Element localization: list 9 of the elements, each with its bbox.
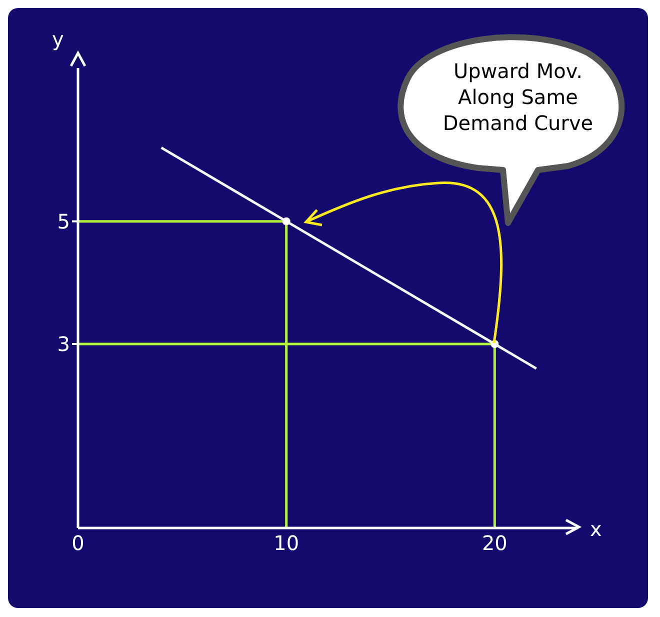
y-tick-label: 3 (57, 332, 70, 356)
x-tick-label: 20 (482, 531, 508, 556)
x-tick-label: 10 (274, 531, 300, 556)
y-tick-label: 5 (57, 209, 70, 234)
y-axis-title: y (52, 27, 64, 51)
x-tick-label: 0 (72, 531, 84, 556)
annotation: Upward Mov. Along Same Demand Curve (442, 58, 594, 136)
x-axis-title: x (590, 517, 602, 541)
line-series (160, 146, 538, 370)
